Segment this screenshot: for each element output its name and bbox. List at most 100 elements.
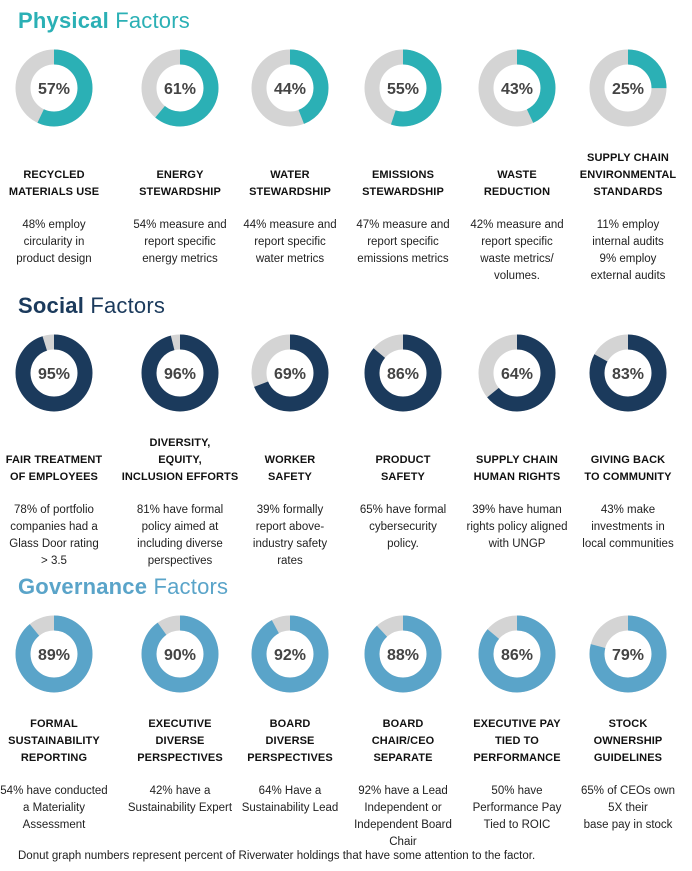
factor-description-line: with UNGP: [488, 538, 546, 550]
donut-value-arc: [15, 49, 93, 127]
donut-percent-label: 79%: [612, 647, 644, 664]
donut-chart: 79%: [589, 615, 667, 693]
factor-label-line: PERFORMANCE: [473, 752, 561, 764]
factor-description: 42% have a Sustainability Expert: [120, 783, 240, 817]
factor-label: SUPPLY CHAIN ENVIRONMENTAL STANDARDS: [568, 150, 688, 201]
donut-value-arc: [141, 615, 219, 693]
donut-chart: 95%: [15, 334, 93, 412]
governance-factors-title: Governance Factors: [18, 574, 228, 600]
factor-label: WASTE REDUCTION: [457, 167, 577, 201]
factor-description: 81% have formal policy aimed at including …: [120, 502, 240, 570]
factor-description-line: energy metrics: [142, 253, 218, 265]
factor-label-line: SUSTAINABILITY: [8, 735, 100, 747]
donut-chart: 88%: [364, 615, 442, 693]
factor-item: 61% ENERGY STEWARDSHIP 54% measure and repor…: [120, 48, 240, 265]
factor-label-line: PERSPECTIVES: [247, 752, 333, 764]
donut-percent-label: 96%: [164, 366, 196, 383]
factor-description-line: Independent or: [364, 802, 442, 814]
factor-description-line: 65% of CEOs own: [581, 785, 675, 797]
factor-description-line: local communities: [582, 538, 674, 550]
factor-item: 88% BOARD CHAIR/CEO SEPARATE 92% have a Lead…: [343, 614, 463, 848]
factor-item: 64% SUPPLY CHAIN HUMAN RIGHTS 39% have huma…: [457, 333, 577, 550]
factor-description-line: 81% have formal: [136, 504, 224, 516]
factor-description: 11% employ internal audits 9% employ extern…: [568, 217, 688, 285]
factor-description-line: base pay in stock: [583, 819, 673, 831]
factor-description-line: internal audits: [592, 236, 664, 248]
factor-description: 78% of portfolio companies had a Glass Doo…: [0, 502, 114, 570]
factor-label-line: EMISSIONS: [371, 169, 435, 181]
factor-description: 39% formally report above-industry safety…: [230, 502, 350, 570]
donut-chart: 83%: [589, 334, 667, 412]
factor-label-line: ENERGY: [156, 169, 204, 181]
donut-chart: 90%: [141, 615, 219, 693]
donut-chart: 25%: [589, 49, 667, 127]
donut-chart: 61%: [141, 49, 219, 127]
donut-value-arc: [589, 334, 667, 412]
donut-chart: 55%: [364, 49, 442, 127]
factor-item: 25% SUPPLY CHAIN ENVIRONMENTAL STANDARDS 11%…: [568, 48, 688, 282]
factor-item: 90% EXECUTIVE DIVERSE PERSPECTIVES 42% have …: [120, 614, 240, 814]
factor-description: 54% measure and report specific energy met…: [120, 217, 240, 268]
donut-chart: 86%: [364, 334, 442, 412]
donut-percent-label: 88%: [387, 647, 419, 664]
factor-item: 44% WATER STEWARDSHIP 44% measure and report…: [230, 48, 350, 265]
factor-item: 69% WORKER SAFETY 39% formally report above-…: [230, 333, 350, 567]
factor-label-line: SUPPLY CHAIN: [476, 454, 558, 466]
factor-description-line: circularity in: [23, 236, 85, 248]
factor-label-line: TO COMMUNITY: [584, 471, 672, 483]
factor-label-line: INCLUSION EFFORTS: [121, 471, 239, 483]
factor-description-line: 42% measure and: [470, 219, 564, 231]
factor-label-line: DIVERSE: [265, 735, 315, 747]
factor-description: 43% make investments in local communities: [568, 502, 688, 553]
factor-label-line: RECYCLED: [23, 169, 85, 181]
factor-description: 65% of CEOs own 5X their base pay in stock: [568, 783, 688, 834]
donut-percent-label: 64%: [501, 366, 533, 383]
factor-description-line: 39% formally: [256, 504, 324, 516]
factor-description-line: 54% have conducted: [0, 785, 108, 797]
donut-value-arc: [589, 49, 667, 127]
factor-description-line: 42% have a: [149, 785, 211, 797]
factor-label-line: OF EMPLOYEES: [10, 471, 98, 483]
factor-item: 86% EXECUTIVE PAY TIED TO PERFORMANCE 50% ha…: [457, 614, 577, 831]
donut-percent-label: 90%: [164, 647, 196, 664]
donut-value-arc: [141, 49, 219, 127]
factor-description-line: Performance Pay: [472, 802, 562, 814]
factor-item: 96% DIVERSITY, EQUITY, INCLUSION EFFORTS 81%…: [120, 333, 240, 567]
factor-item: 89% FORMAL SUSTAINABILITY REPORTING 54% have…: [0, 614, 114, 831]
factor-description-line: 44% measure and: [243, 219, 337, 231]
factor-description-line: 92% have a Lead: [358, 785, 448, 797]
factor-label-line: CHAIR/CEO: [371, 735, 435, 747]
factor-label-line: BOARD: [269, 718, 311, 730]
donut-value-arc: [478, 615, 556, 693]
donut-percent-label: 69%: [274, 366, 306, 383]
factor-item: 86% PRODUCT SAFETY 65% have formal cybersecu…: [343, 333, 463, 550]
factor-description-line: Assessment: [22, 819, 86, 831]
factor-description-line: policy.: [387, 538, 419, 550]
factor-label-line: FAIR TREATMENT: [5, 454, 103, 466]
factor-label: FORMAL SUSTAINABILITY REPORTING: [0, 716, 114, 767]
donut-chart: 69%: [251, 334, 329, 412]
factor-item: 95% FAIR TREATMENT OF EMPLOYEES 78% of port…: [0, 333, 114, 567]
factor-description-line: Independent Board: [354, 819, 452, 831]
factor-description-line: Glass Door rating: [9, 538, 99, 550]
factor-item: 92% BOARD DIVERSE PERSPECTIVES 64% Have a Sus…: [230, 614, 350, 814]
factor-description-line: 48% employ: [22, 219, 86, 231]
donut-percent-label: 92%: [274, 647, 306, 664]
factor-description-line: 50% have: [491, 785, 543, 797]
factor-description-line: report specific: [144, 236, 216, 248]
factor-description-line: waste metrics/: [480, 253, 554, 265]
factor-description-line: emissions metrics: [357, 253, 449, 265]
physical-title-rest: Factors: [108, 8, 190, 33]
factor-item: 43% WASTE REDUCTION 42% measure and report s…: [457, 48, 577, 282]
donut-chart: 92%: [251, 615, 329, 693]
factor-description-line: rights policy aligned: [466, 521, 568, 533]
factor-description-line: policy aimed at: [141, 521, 219, 533]
donut-value-arc: [478, 49, 556, 127]
factor-label: EXECUTIVE PAY TIED TO PERFORMANCE: [457, 716, 577, 767]
factor-description-line: 43% make: [600, 504, 656, 516]
factor-label-line: OWNERSHIP: [593, 735, 663, 747]
factor-description-line: volumes.: [493, 270, 541, 282]
factor-label-line: SAFETY: [268, 471, 312, 483]
factor-description: 64% Have a Sustainability Lead: [230, 783, 350, 817]
donut-percent-label: 44%: [274, 81, 306, 98]
